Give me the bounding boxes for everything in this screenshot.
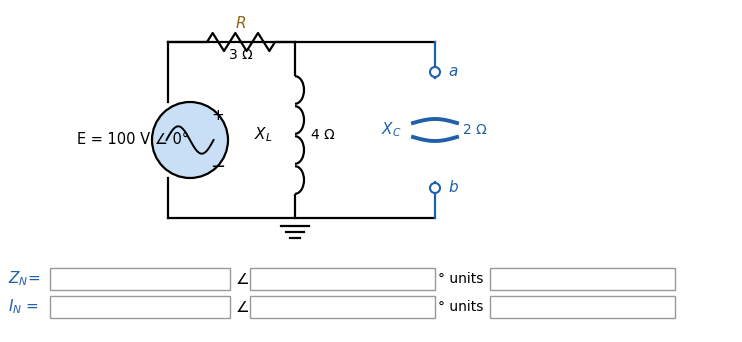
Bar [490, 296, 675, 318]
Bar [250, 296, 435, 318]
Text: ∠: ∠ [236, 300, 249, 315]
Text: R: R [236, 16, 246, 31]
Bar [490, 268, 675, 290]
Text: ° units: ° units [438, 300, 483, 314]
Text: ° units: ° units [438, 272, 483, 286]
Text: $I_N$ =: $I_N$ = [8, 298, 39, 316]
Text: 4 Ω: 4 Ω [311, 128, 335, 142]
Circle shape [430, 183, 440, 193]
Bar [50, 268, 230, 290]
Text: 2 Ω: 2 Ω [463, 123, 487, 137]
Text: $X_L$: $X_L$ [254, 126, 272, 144]
Text: ∠: ∠ [236, 272, 249, 287]
Text: +: + [211, 107, 224, 122]
Circle shape [430, 67, 440, 77]
Bar [50, 296, 230, 318]
Circle shape [152, 102, 228, 178]
Text: a: a [448, 65, 457, 79]
Text: $X_C$: $X_C$ [381, 121, 401, 139]
Text: b: b [448, 181, 458, 196]
Text: $Z_N$=: $Z_N$= [8, 269, 40, 288]
Text: E = 100 V ∠ 0°: E = 100 V ∠ 0° [77, 132, 189, 147]
Text: 3 Ω: 3 Ω [229, 48, 253, 62]
Bar [250, 268, 435, 290]
Text: −: − [211, 158, 226, 176]
